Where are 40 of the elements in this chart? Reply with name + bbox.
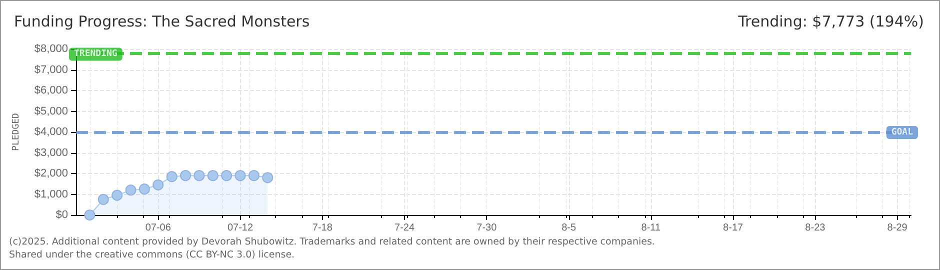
y-axis-title: PLEDGED [12,113,22,151]
point [180,170,192,182]
point [234,170,246,182]
chart-subtitle: Trending: $7,773 (194%) [737,12,924,30]
text: (c)2025. Additional content provided by Devorah Shubowitz. Trademarks and related content are owned by their respective companies. [9,236,655,248]
point [262,172,274,184]
point [207,170,218,182]
x-tick-label: 7-24 [394,222,415,234]
x-tick-label: 8-5 [562,222,576,234]
text: Shared under the creative commons (CC BY-NC 3.0) license. [9,250,295,260]
x-tick-label: 07-12 [227,222,254,234]
x-tick-label: 07-06 [145,222,172,234]
ref-line-label: GOAL [891,128,914,138]
point [221,170,232,182]
ref-line-label: TRENDING [74,49,118,60]
y-tick-label: $5,000 [34,105,68,118]
point [112,190,123,201]
x-tick-label: 8-17 [723,222,744,234]
y-tick-label: $8,000 [34,43,68,55]
point [138,184,150,195]
point [248,170,260,182]
y-tick-label: $0 [56,209,68,221]
y-tick-label: $2,000 [34,168,68,180]
y-tick-label: $3,000 [34,146,68,159]
y-tick-label: $6,000 [34,84,68,96]
chart-title: Funding Progress: The Sacred Monsters [14,12,310,30]
point [166,171,178,182]
x-tick-label: 7-18 [312,222,333,234]
x-tick-label: 8-29 [887,222,908,234]
y-tick-label: $7,000 [34,64,68,76]
point [125,184,136,196]
y-tick-label: $4,000 [34,126,68,138]
x-tick-label: 8-11 [641,222,661,234]
x-tick-label: 8-23 [805,222,826,234]
x-tick-label: 7-30 [476,222,498,234]
point [152,179,164,190]
point [194,170,205,182]
point [84,210,96,220]
y-tick-label: $1,000 [34,188,68,200]
point [98,194,109,205]
